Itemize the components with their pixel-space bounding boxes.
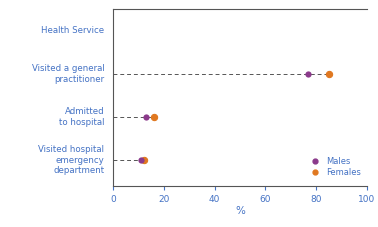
Legend: Males, Females: Males, Females [305, 155, 363, 178]
X-axis label: %: % [235, 206, 245, 216]
